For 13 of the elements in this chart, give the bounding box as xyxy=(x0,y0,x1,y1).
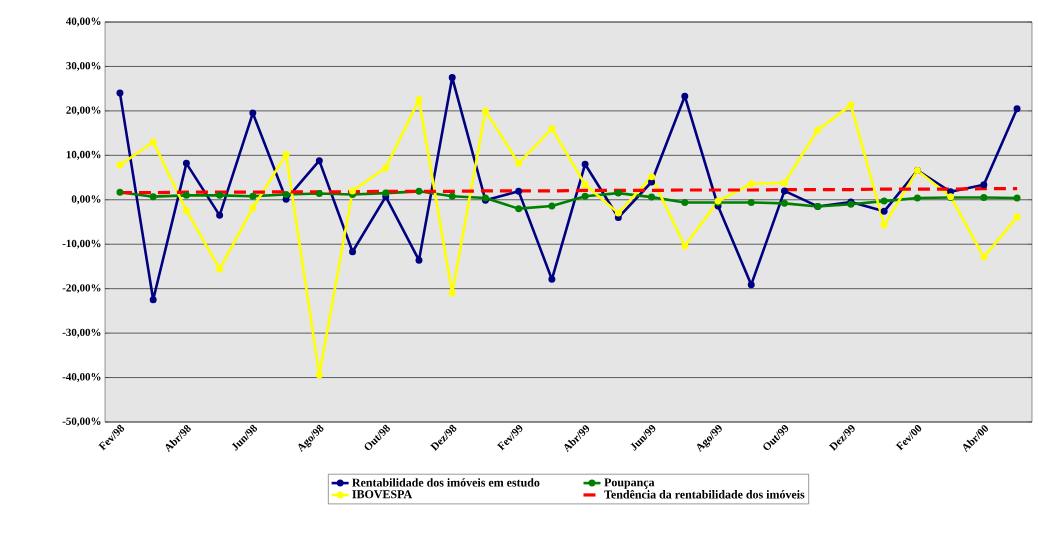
y-tick-label: 0,00% xyxy=(71,195,101,205)
legend-label: IBOVESPA xyxy=(352,490,413,499)
y-tick-label: 20,00% xyxy=(66,106,101,116)
y-tick-label: -10,00% xyxy=(62,239,101,249)
y-tick-label: -40,00% xyxy=(62,373,101,383)
y-tick-label: -20,00% xyxy=(62,284,101,294)
y-tick-label: 10,00% xyxy=(66,150,101,160)
y-tick-label: -30,00% xyxy=(62,328,101,338)
legend-label: Poupança xyxy=(604,478,655,489)
y-tick-label: 40,00% xyxy=(66,17,101,27)
legend-label: Rentabilidade dos imóveis em estudo xyxy=(352,478,540,487)
legend-label: Tendência da rentabilidade dos imóveis xyxy=(604,489,805,499)
y-tick-label: 30,00% xyxy=(66,61,101,71)
